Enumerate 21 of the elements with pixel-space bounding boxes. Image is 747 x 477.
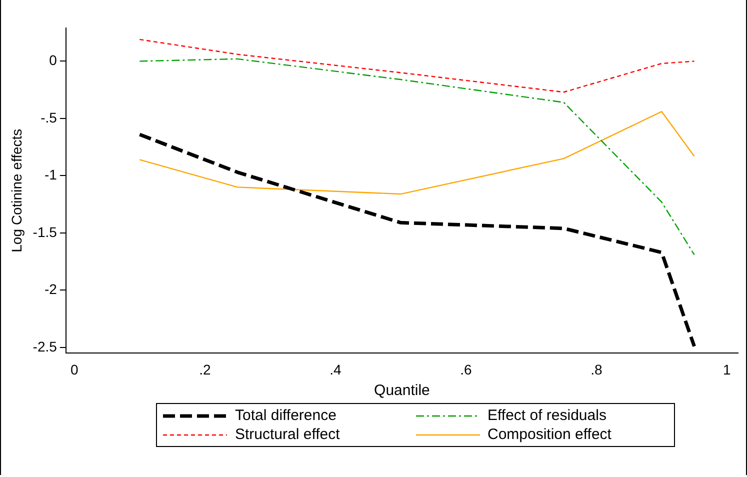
x-tick-label: .2	[199, 361, 211, 378]
line-series	[139, 38, 695, 93]
line-series	[138, 132, 696, 348]
y-tick-label: -1.5	[32, 224, 58, 240]
x-tick-label: .8	[590, 361, 602, 378]
legend-label: Composition effect	[488, 426, 612, 443]
x-tick-label: .6	[460, 361, 472, 378]
line-series	[139, 58, 695, 256]
x-tick-label: 0	[70, 361, 79, 378]
x-axis-title: Quantile	[374, 382, 430, 400]
y-tick-label: -.5	[40, 109, 58, 126]
y-tick-label: 0	[49, 52, 58, 68]
legend-label: Structural effect	[235, 426, 340, 443]
legend-label: Effect of residuals	[488, 407, 606, 424]
y-tick-label: -2	[44, 281, 58, 298]
y-tick-label: -2.5	[32, 338, 58, 354]
y-tick-label: -1	[44, 166, 58, 183]
y-axis-title: Log Cotinine effects	[8, 128, 24, 252]
legend-label: Total difference	[235, 407, 336, 424]
x-tick-label: .4	[330, 361, 342, 378]
x-tick-label: 1	[723, 361, 732, 378]
